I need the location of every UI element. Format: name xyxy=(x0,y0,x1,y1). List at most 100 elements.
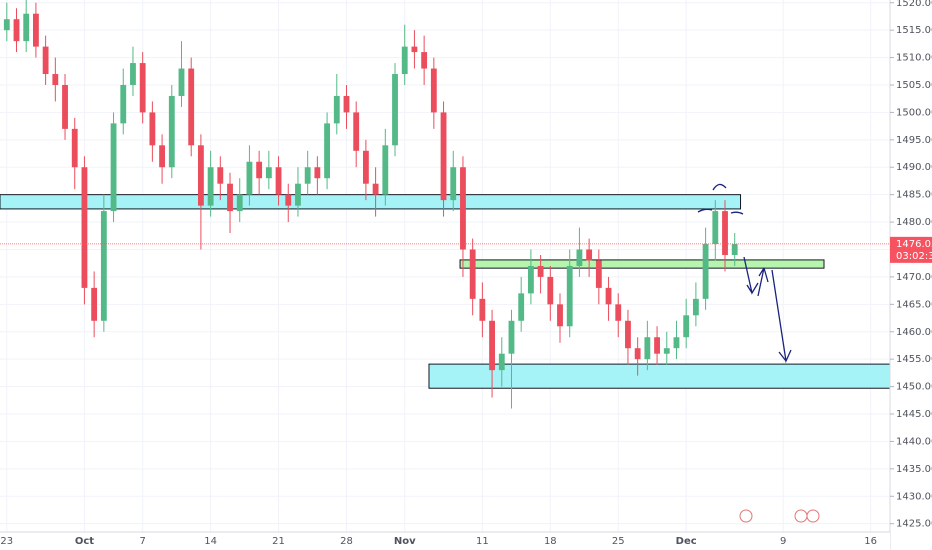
event-icon xyxy=(806,509,820,523)
candle-body xyxy=(712,211,719,245)
y-tick-label: 1470.00 xyxy=(896,272,932,283)
y-tick-label: 1465.00 xyxy=(896,299,932,310)
candle-body xyxy=(372,183,379,195)
candle-body xyxy=(256,161,263,179)
y-tick-label: 1510.00 xyxy=(896,53,932,64)
zone xyxy=(459,259,825,269)
zone xyxy=(428,363,891,389)
candle-body xyxy=(479,298,486,321)
arrow xyxy=(771,269,792,364)
x-tick-label: 18 xyxy=(544,536,557,547)
y-tick-label: 1460.00 xyxy=(896,327,932,338)
candle-body xyxy=(634,348,641,360)
y-tick-label: 1490.00 xyxy=(896,162,932,173)
x-tick-label: 9 xyxy=(780,536,786,547)
candle-body xyxy=(566,265,573,327)
candle-body xyxy=(71,128,78,168)
y-tick-label: 1520.00 xyxy=(896,0,932,9)
event-icons xyxy=(739,509,820,523)
candle-body xyxy=(702,244,709,299)
candle-body xyxy=(52,74,59,85)
zones xyxy=(0,194,891,389)
last-price-label: 1476.03 xyxy=(896,239,932,250)
event-icon xyxy=(739,509,753,523)
candle-body xyxy=(460,167,466,250)
x-tick-label: 21 xyxy=(272,536,285,547)
candle-body xyxy=(314,167,321,179)
candle-body xyxy=(654,337,660,354)
y-tick-label: 1500.00 xyxy=(896,107,932,118)
candle-body xyxy=(110,123,117,212)
candle-body xyxy=(401,46,408,75)
candle-body xyxy=(489,320,495,371)
candle-body xyxy=(644,337,651,360)
candle-body xyxy=(100,211,107,321)
candle-body xyxy=(246,161,253,195)
candle-body xyxy=(450,167,457,201)
x-tick-label: 7 xyxy=(139,536,145,547)
shoulder-mark xyxy=(697,208,713,213)
candle-body xyxy=(13,19,20,42)
x-tick-label: 25 xyxy=(612,536,625,547)
candle-body xyxy=(731,244,738,255)
y-tick-label: 1445.00 xyxy=(896,409,932,420)
candle-body xyxy=(518,293,525,321)
candle-body xyxy=(343,95,350,113)
candles xyxy=(0,0,890,409)
countdown-label: 03:02:37 xyxy=(896,251,932,262)
last-price-badge xyxy=(890,236,932,263)
candle-body xyxy=(440,112,447,201)
y-tick-label: 1495.00 xyxy=(896,135,932,146)
candle-body xyxy=(197,145,204,206)
candle-body xyxy=(3,19,10,31)
candle-body xyxy=(722,211,728,255)
x-tick-label: Dec xyxy=(676,536,697,547)
time-axis xyxy=(0,532,890,550)
zone xyxy=(0,194,742,210)
candle-body xyxy=(23,13,30,42)
candle-body xyxy=(178,68,185,96)
x-tick-label: 14 xyxy=(204,536,217,547)
y-tick-label: 1450.00 xyxy=(896,382,932,393)
candle-body xyxy=(576,249,583,266)
candle-body xyxy=(625,320,631,349)
candle-body xyxy=(421,52,428,69)
candle-body xyxy=(333,95,340,124)
candle-body xyxy=(285,194,292,206)
candle-body xyxy=(275,167,282,195)
candle-body xyxy=(615,304,622,321)
candle-body xyxy=(130,63,136,85)
candle-body xyxy=(683,315,690,338)
candle-body xyxy=(411,46,418,53)
candle-body xyxy=(81,167,88,288)
candle-body xyxy=(42,46,49,75)
candle-body xyxy=(168,95,175,168)
candle-body xyxy=(295,183,301,206)
x-tick-label: 16 xyxy=(864,536,877,547)
hand-drawn-arrows xyxy=(697,183,792,364)
candle-body xyxy=(527,265,534,294)
candle-body xyxy=(188,68,195,146)
candle-body xyxy=(586,249,593,261)
candle-body xyxy=(149,112,156,146)
price-axis xyxy=(890,0,932,550)
x-tick-label: 23 xyxy=(0,536,13,547)
y-tick-label: 1440.00 xyxy=(896,436,932,447)
candle-body xyxy=(62,84,68,129)
candle-body xyxy=(217,167,224,184)
candle-body xyxy=(673,337,680,349)
candle-body xyxy=(91,287,98,321)
y-tick-label: 1430.00 xyxy=(896,491,932,502)
grid xyxy=(0,0,890,532)
y-tick-label: 1425.00 xyxy=(896,519,932,530)
candle-body xyxy=(227,183,233,212)
candle-body xyxy=(304,167,311,184)
candle-body xyxy=(547,276,554,305)
candle-body xyxy=(469,249,476,299)
x-tick-label: 28 xyxy=(340,536,353,547)
arrow xyxy=(757,267,769,297)
candle-body xyxy=(498,353,505,371)
candle-body xyxy=(324,123,330,179)
candle-body xyxy=(159,145,165,168)
